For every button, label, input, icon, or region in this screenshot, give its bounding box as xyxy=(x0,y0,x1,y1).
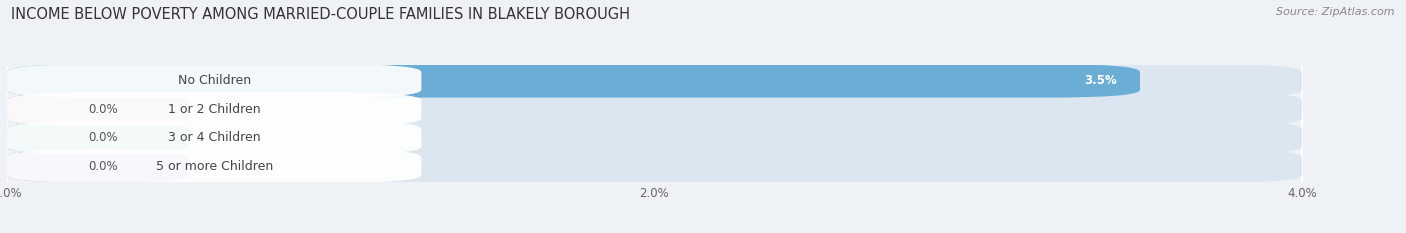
Text: 0.0%: 0.0% xyxy=(89,160,118,173)
FancyBboxPatch shape xyxy=(7,93,422,126)
Text: 3 or 4 Children: 3 or 4 Children xyxy=(167,131,260,144)
FancyBboxPatch shape xyxy=(7,93,188,126)
FancyBboxPatch shape xyxy=(7,149,188,183)
Text: 3.5%: 3.5% xyxy=(1084,74,1118,87)
FancyBboxPatch shape xyxy=(7,93,1302,126)
FancyBboxPatch shape xyxy=(7,121,1302,154)
FancyBboxPatch shape xyxy=(7,64,1302,98)
Text: 0.0%: 0.0% xyxy=(89,131,118,144)
FancyBboxPatch shape xyxy=(7,149,422,183)
FancyBboxPatch shape xyxy=(7,149,1302,183)
FancyBboxPatch shape xyxy=(7,64,1140,98)
Text: 0.0%: 0.0% xyxy=(89,103,118,116)
Text: No Children: No Children xyxy=(177,74,250,87)
Text: Source: ZipAtlas.com: Source: ZipAtlas.com xyxy=(1277,7,1395,17)
Text: 1 or 2 Children: 1 or 2 Children xyxy=(167,103,260,116)
FancyBboxPatch shape xyxy=(7,121,422,154)
Text: INCOME BELOW POVERTY AMONG MARRIED-COUPLE FAMILIES IN BLAKELY BOROUGH: INCOME BELOW POVERTY AMONG MARRIED-COUPL… xyxy=(11,7,630,22)
FancyBboxPatch shape xyxy=(7,64,422,98)
FancyBboxPatch shape xyxy=(7,121,188,154)
Text: 5 or more Children: 5 or more Children xyxy=(156,160,273,173)
